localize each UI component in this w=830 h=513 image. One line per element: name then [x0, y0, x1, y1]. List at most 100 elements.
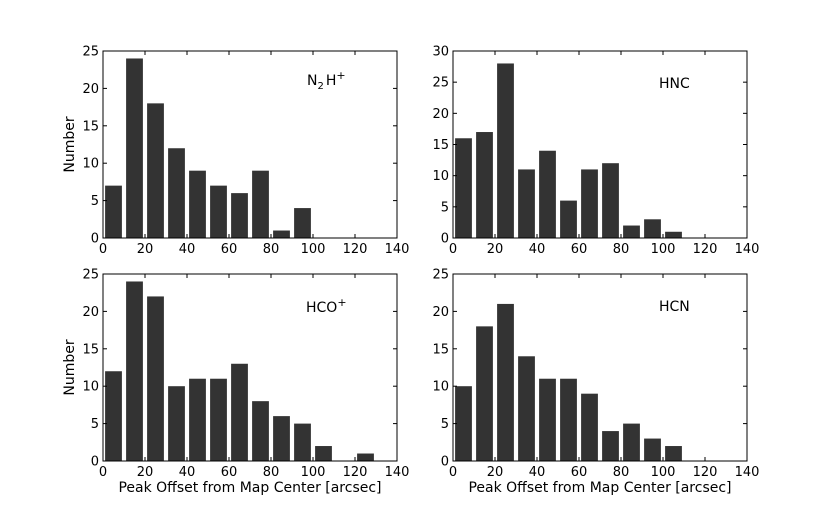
x-axis-label: Peak Offset from Map Center [arcsec] — [468, 480, 731, 496]
y-tick-label: 5 — [91, 417, 99, 432]
y-tick-label: 0 — [91, 455, 99, 470]
x-tick-label: 100 — [651, 465, 676, 480]
bar-5 — [105, 185, 122, 238]
panel-n2h-plus: 0 20 40 60 80 100 120 140 0 5 10 15 20 25 N2 H+ Number — [62, 45, 409, 258]
bar-15 — [126, 281, 143, 461]
x-tick-label: 0 — [99, 465, 107, 480]
bar-55 — [210, 185, 227, 238]
bar-25 — [497, 303, 514, 461]
bar-45 — [189, 378, 206, 461]
bar-25 — [147, 296, 164, 461]
ticks-group: 0 20 40 60 80 100 120 140 0 5 10 15 20 25 — [82, 45, 409, 258]
bar-45 — [539, 150, 556, 238]
label-main: HCO — [306, 300, 337, 316]
x-tick-label: 120 — [343, 242, 368, 257]
bars-group — [455, 63, 682, 238]
y-tick-label: 15 — [82, 119, 99, 134]
y-tick-label: 20 — [82, 305, 99, 320]
bar-15 — [476, 132, 493, 238]
bar-105 — [315, 446, 332, 461]
x-tick-label: 40 — [179, 242, 196, 257]
x-tick-label: 140 — [385, 465, 410, 480]
y-tick-label: 10 — [82, 157, 99, 172]
x-tick-label: 20 — [487, 465, 504, 480]
y-tick-label: 15 — [82, 342, 99, 357]
x-tick-label: 100 — [301, 465, 326, 480]
y-tick-label: 0 — [91, 232, 99, 247]
x-tick-label: 100 — [301, 242, 326, 257]
x-axis-label: Peak Offset from Map Center [arcsec] — [118, 480, 381, 496]
x-tick-label: 80 — [613, 465, 630, 480]
x-tick-label: 140 — [735, 242, 760, 257]
panel-label: HNC — [659, 76, 690, 92]
y-tick-label: 15 — [432, 138, 449, 153]
bar-45 — [189, 170, 206, 238]
y-axis-label: Number — [62, 116, 78, 172]
bar-55 — [560, 200, 577, 238]
x-tick-label: 60 — [571, 242, 588, 257]
x-tick-label: 80 — [613, 242, 630, 257]
bar-45 — [539, 378, 556, 461]
y-tick-label: 20 — [432, 107, 449, 122]
bar-65 — [231, 363, 248, 461]
x-tick-label: 120 — [693, 242, 718, 257]
bar-95 — [644, 438, 661, 461]
x-tick-label: 140 — [385, 242, 410, 257]
x-tick-label: 120 — [343, 465, 368, 480]
x-tick-label: 120 — [693, 465, 718, 480]
bars-group — [105, 58, 311, 239]
panel-label: N2 H+ — [307, 69, 346, 92]
panel-label: HCN — [659, 299, 690, 315]
bar-85 — [273, 416, 290, 461]
ticks-group: 0 20 40 60 80 100 120 140 0 5 10 15 20 25 — [432, 268, 759, 481]
y-tick-label: 10 — [82, 380, 99, 395]
y-tick-label: 5 — [91, 194, 99, 209]
bar-65 — [581, 169, 598, 238]
bar-5 — [455, 386, 472, 461]
bar-85 — [623, 423, 640, 461]
x-tick-label: 60 — [221, 465, 238, 480]
x-tick-label: 0 — [449, 242, 457, 257]
bar-75 — [602, 431, 619, 461]
y-tick-label: 25 — [82, 45, 99, 60]
y-tick-label: 15 — [432, 342, 449, 357]
bar-105 — [665, 446, 682, 461]
plot-frame — [102, 273, 398, 462]
bar-105 — [665, 231, 682, 238]
bar-25 — [147, 103, 164, 238]
x-tick-label: 80 — [263, 242, 280, 257]
label-sup: + — [336, 69, 345, 82]
bar-95 — [644, 219, 661, 238]
y-tick-label: 25 — [82, 268, 99, 283]
x-tick-label: 20 — [137, 465, 154, 480]
plot-frame — [102, 50, 398, 239]
y-tick-label: 25 — [432, 268, 449, 283]
x-tick-label: 140 — [735, 465, 760, 480]
bar-75 — [252, 401, 269, 461]
bar-35 — [168, 148, 185, 238]
bar-55 — [560, 378, 577, 461]
bar-85 — [273, 230, 290, 238]
y-tick-label: 10 — [432, 169, 449, 184]
x-tick-label: 60 — [221, 242, 238, 257]
y-tick-label: 5 — [441, 200, 449, 215]
label-sup: + — [337, 296, 346, 309]
bar-5 — [105, 371, 122, 461]
ticks-group: 0 20 40 60 80 100 120 140 0 5 10 15 20 25 30 — [432, 45, 759, 258]
ticks-group: 0 20 40 60 80 100 120 140 0 5 10 15 20 25 — [82, 268, 409, 481]
x-tick-label: 80 — [263, 465, 280, 480]
x-tick-label: 20 — [487, 242, 504, 257]
y-tick-label: 0 — [441, 232, 449, 247]
bar-5 — [455, 138, 472, 238]
y-tick-label: 30 — [432, 45, 449, 60]
x-tick-label: 40 — [529, 242, 546, 257]
bar-95 — [294, 208, 311, 238]
bar-125 — [357, 453, 374, 461]
x-tick-label: 0 — [99, 242, 107, 257]
y-tick-label: 20 — [82, 82, 99, 97]
y-tick-label: 10 — [432, 380, 449, 395]
label-main: HCN — [659, 299, 690, 315]
y-axis-label: Number — [62, 339, 78, 395]
bar-65 — [231, 193, 248, 238]
